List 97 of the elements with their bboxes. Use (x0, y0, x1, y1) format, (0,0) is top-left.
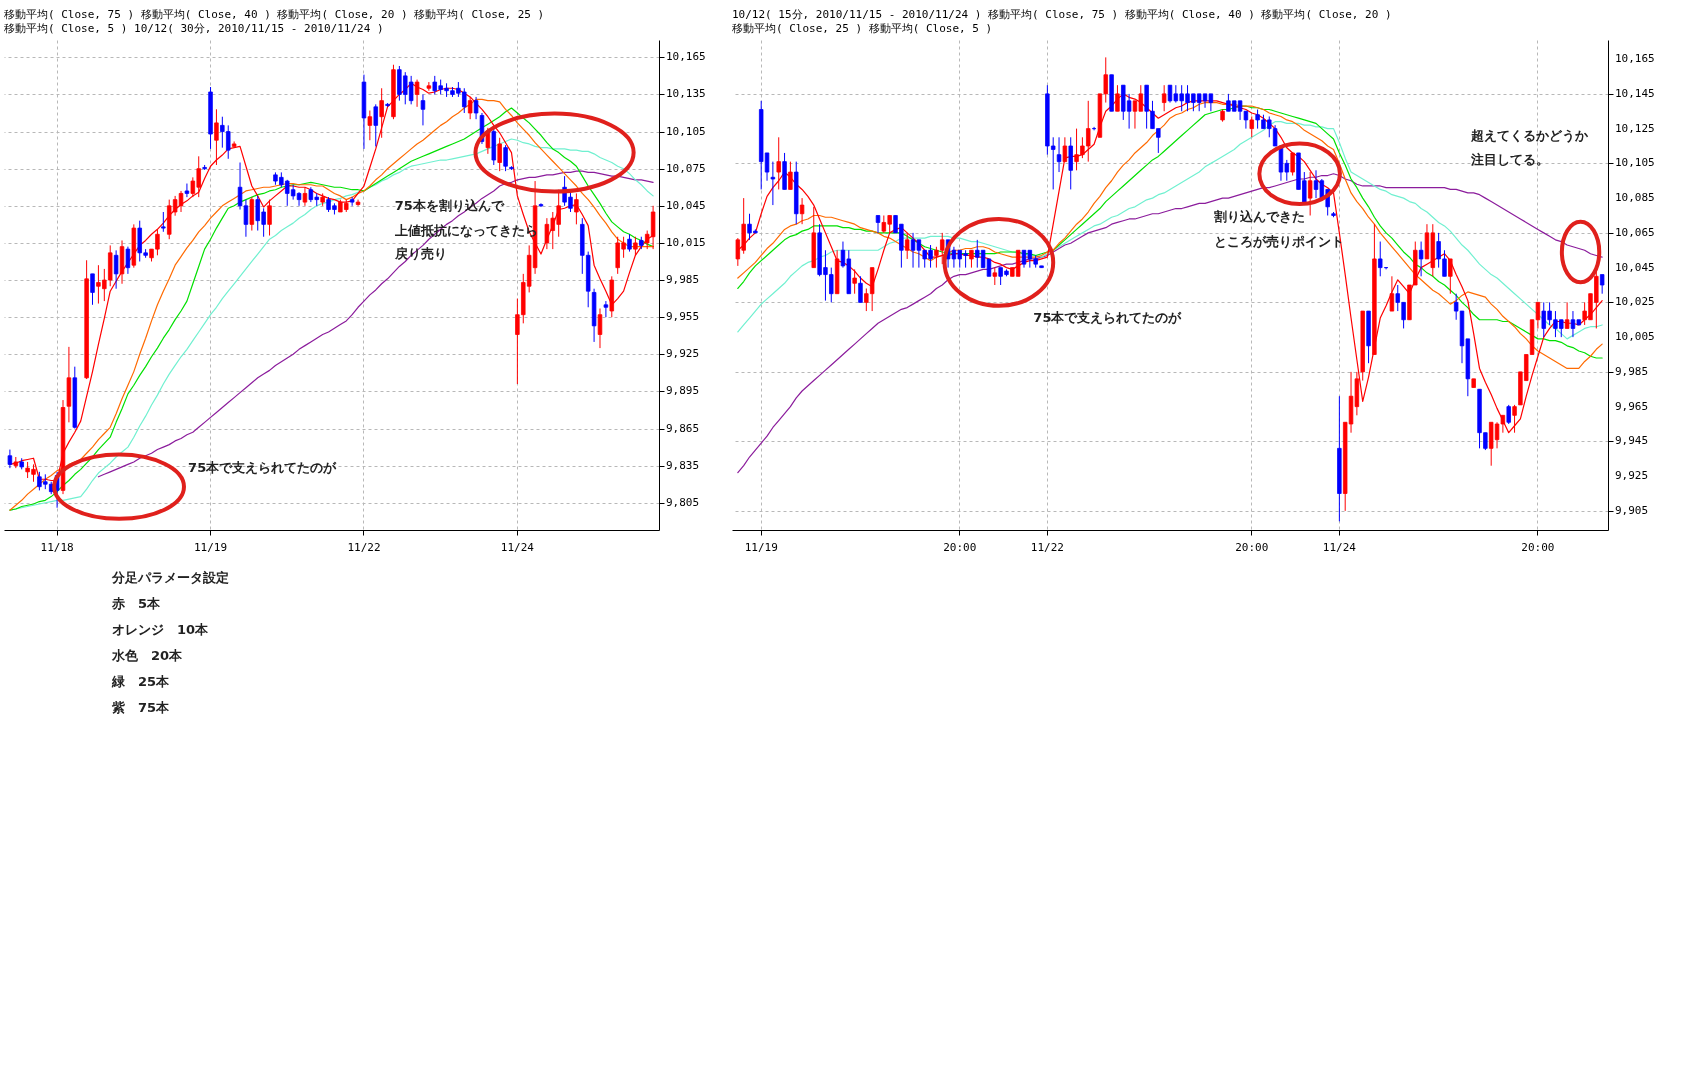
x-tick-label: 11/19 (193, 540, 228, 554)
annotation: 超えてくるかどうか (1470, 126, 1588, 145)
candlestick (875, 215, 881, 234)
candlestick (125, 246, 131, 275)
y-tick-label: 9,905 (1615, 503, 1649, 517)
candlestick (1418, 241, 1424, 277)
candlestick (113, 249, 119, 290)
candlestick (267, 199, 272, 237)
candlestick (770, 161, 776, 206)
chart-title: 10/12( 15分, 2010/11/15 - 2010/11/24 ) 移動平均( Close, 75 ) 移動平均( Close, 40 ) 移動平均( Close, 20 ) (732, 8, 1392, 21)
candlestick (214, 108, 219, 166)
candlestick (7, 449, 13, 469)
candlestick (799, 197, 805, 225)
annotation: 75本で支えられてたのが (1033, 309, 1182, 327)
x-tick-label: 11/19 (744, 540, 778, 554)
candlestick (302, 186, 308, 207)
candlestick (497, 137, 502, 172)
candlestick (367, 110, 373, 141)
candlestick (1506, 404, 1511, 425)
chart-subtitle: 移動平均( Close, 25 ) 移動平均( Close, 5 ) (732, 22, 993, 35)
chart-subtitle: 移動平均( Close, 5 ) 10/12( 30分, 2010/11/15 - 2010/11/24 ) (4, 22, 384, 35)
candlestick (776, 136, 781, 190)
y-tick-label: 9,865 (666, 421, 700, 435)
line-series (737, 173, 1603, 474)
y-tick-label: 10,145 (1615, 86, 1655, 100)
line-series (97, 170, 654, 478)
annotation: 75本で支えられてたのが (188, 459, 337, 478)
text: 緑 25本 (112, 673, 170, 691)
x-tick-label: 11/18 (40, 540, 74, 554)
y-tick-label: 9,985 (1615, 364, 1649, 378)
candlestick (184, 183, 190, 198)
candlestick (574, 192, 579, 225)
y-tick-label: 10,045 (1615, 260, 1655, 274)
y-tick-label: 10,015 (666, 235, 706, 249)
y-tick-label: 10,165 (666, 50, 706, 64)
y-tick-label: 10,105 (1615, 156, 1655, 170)
x-tick-label: 20:00 (943, 540, 977, 554)
candlestick (473, 96, 479, 120)
y-tick-label: 10,085 (1615, 191, 1655, 205)
candlestick (1249, 115, 1254, 138)
candlestick (603, 300, 609, 318)
candlestick (161, 211, 166, 233)
y-tick-label: 10,125 (1615, 121, 1655, 135)
candlestick (1599, 274, 1605, 295)
candlestick (379, 87, 384, 139)
y-tick-label: 9,805 (666, 495, 700, 509)
chart-title: 移動平均( Close, 75 ) 移動平均( Close, 40 ) 移動平均( Close, 20 ) 移動平均( Close, 25 ) (4, 8, 545, 21)
candlestick (503, 144, 508, 172)
y-tick-label: 9,835 (666, 458, 700, 472)
line-series (737, 93, 1603, 434)
y-tick-label: 9,925 (666, 347, 700, 361)
y-tick-label: 9,925 (1615, 469, 1649, 483)
candlestick (633, 236, 638, 256)
candlestick (420, 93, 426, 126)
candlestick (1290, 152, 1295, 177)
candlestick (90, 273, 95, 306)
candlestick (1056, 136, 1062, 173)
candlestick (1161, 84, 1167, 112)
candlestick (904, 232, 910, 260)
x-tick-label: 11/24 (500, 540, 535, 554)
candlestick (1307, 171, 1313, 216)
y-tick-label: 10,025 (1615, 295, 1655, 309)
y-tick-label: 9,955 (666, 310, 700, 324)
text: 分足パラメータ設定 (112, 569, 229, 587)
y-tick-label: 10,005 (1615, 330, 1655, 344)
text: 水色 20本 (112, 647, 183, 665)
candlestick (852, 268, 857, 295)
candlestick (1062, 136, 1068, 163)
candlestick (373, 103, 378, 147)
candlestick (467, 96, 473, 120)
candlestick (858, 275, 863, 303)
candlestick (1389, 275, 1395, 312)
y-tick-label: 10,075 (666, 161, 706, 175)
candlestick (538, 202, 544, 208)
candlestick (597, 308, 603, 349)
x-tick-label: 11/24 (1322, 540, 1357, 554)
x-tick-label: 11/22 (1030, 540, 1064, 554)
text: 紫 75本 (112, 699, 170, 717)
candlestick (1448, 258, 1453, 295)
y-tick-label: 10,105 (666, 124, 706, 138)
y-tick-label: 9,985 (666, 273, 700, 287)
candlestick (788, 161, 793, 190)
x-tick-label: 20:00 (1235, 540, 1269, 554)
annotation: 割り込んできた (1213, 208, 1305, 227)
y-tick-label: 10,065 (1615, 225, 1655, 239)
y-tick-label: 9,895 (666, 384, 700, 398)
y-tick-label: 9,965 (1615, 399, 1649, 413)
y-tick-label: 10,135 (666, 87, 706, 101)
text: オレンジ 10本 (112, 621, 209, 639)
y-tick-label: 10,045 (666, 198, 706, 212)
candlestick (1564, 301, 1570, 329)
x-tick-label: 11/22 (347, 540, 381, 554)
x-tick-label: 20:00 (1521, 540, 1555, 554)
text: 赤 5本 (112, 595, 161, 613)
y-tick-label: 9,945 (1615, 434, 1649, 448)
y-tick-label: 10,165 (1615, 52, 1655, 66)
annotation: 注目してる。 (1470, 150, 1549, 169)
